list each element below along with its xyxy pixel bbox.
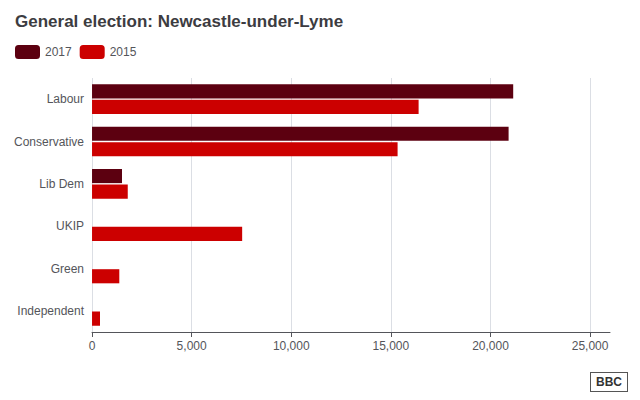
svg-text:General election: Newcastle-un: General election: Newcastle-under-Lyme	[15, 12, 343, 31]
svg-text:5,000: 5,000	[177, 339, 207, 353]
svg-text:15,000: 15,000	[373, 339, 410, 353]
svg-text:Lib Dem: Lib Dem	[39, 177, 84, 191]
svg-text:20,000: 20,000	[472, 339, 509, 353]
svg-text:BBC: BBC	[596, 375, 622, 389]
svg-text:UKIP: UKIP	[56, 219, 84, 233]
svg-text:2015: 2015	[110, 45, 137, 59]
svg-text:Green: Green	[51, 262, 84, 276]
svg-text:2017: 2017	[45, 45, 72, 59]
svg-text:25,000: 25,000	[572, 339, 609, 353]
svg-text:0: 0	[89, 339, 96, 353]
svg-text:Labour: Labour	[47, 92, 84, 106]
svg-text:Independent: Independent	[17, 304, 84, 318]
svg-text:10,000: 10,000	[273, 339, 310, 353]
svg-text:Conservative: Conservative	[14, 135, 84, 149]
